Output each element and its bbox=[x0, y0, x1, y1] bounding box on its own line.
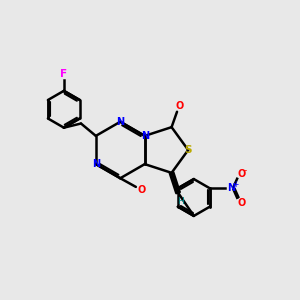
Text: N: N bbox=[141, 131, 149, 141]
Text: O: O bbox=[175, 100, 183, 111]
Text: O: O bbox=[237, 169, 245, 179]
Text: S: S bbox=[184, 145, 192, 155]
Text: +: + bbox=[232, 180, 239, 189]
Text: H: H bbox=[177, 197, 184, 206]
Text: N: N bbox=[92, 159, 100, 169]
Text: F: F bbox=[60, 69, 68, 79]
Text: -: - bbox=[244, 166, 247, 175]
Text: O: O bbox=[137, 185, 146, 195]
Text: O: O bbox=[237, 197, 245, 208]
Text: N: N bbox=[116, 117, 124, 127]
Text: N: N bbox=[227, 183, 235, 193]
